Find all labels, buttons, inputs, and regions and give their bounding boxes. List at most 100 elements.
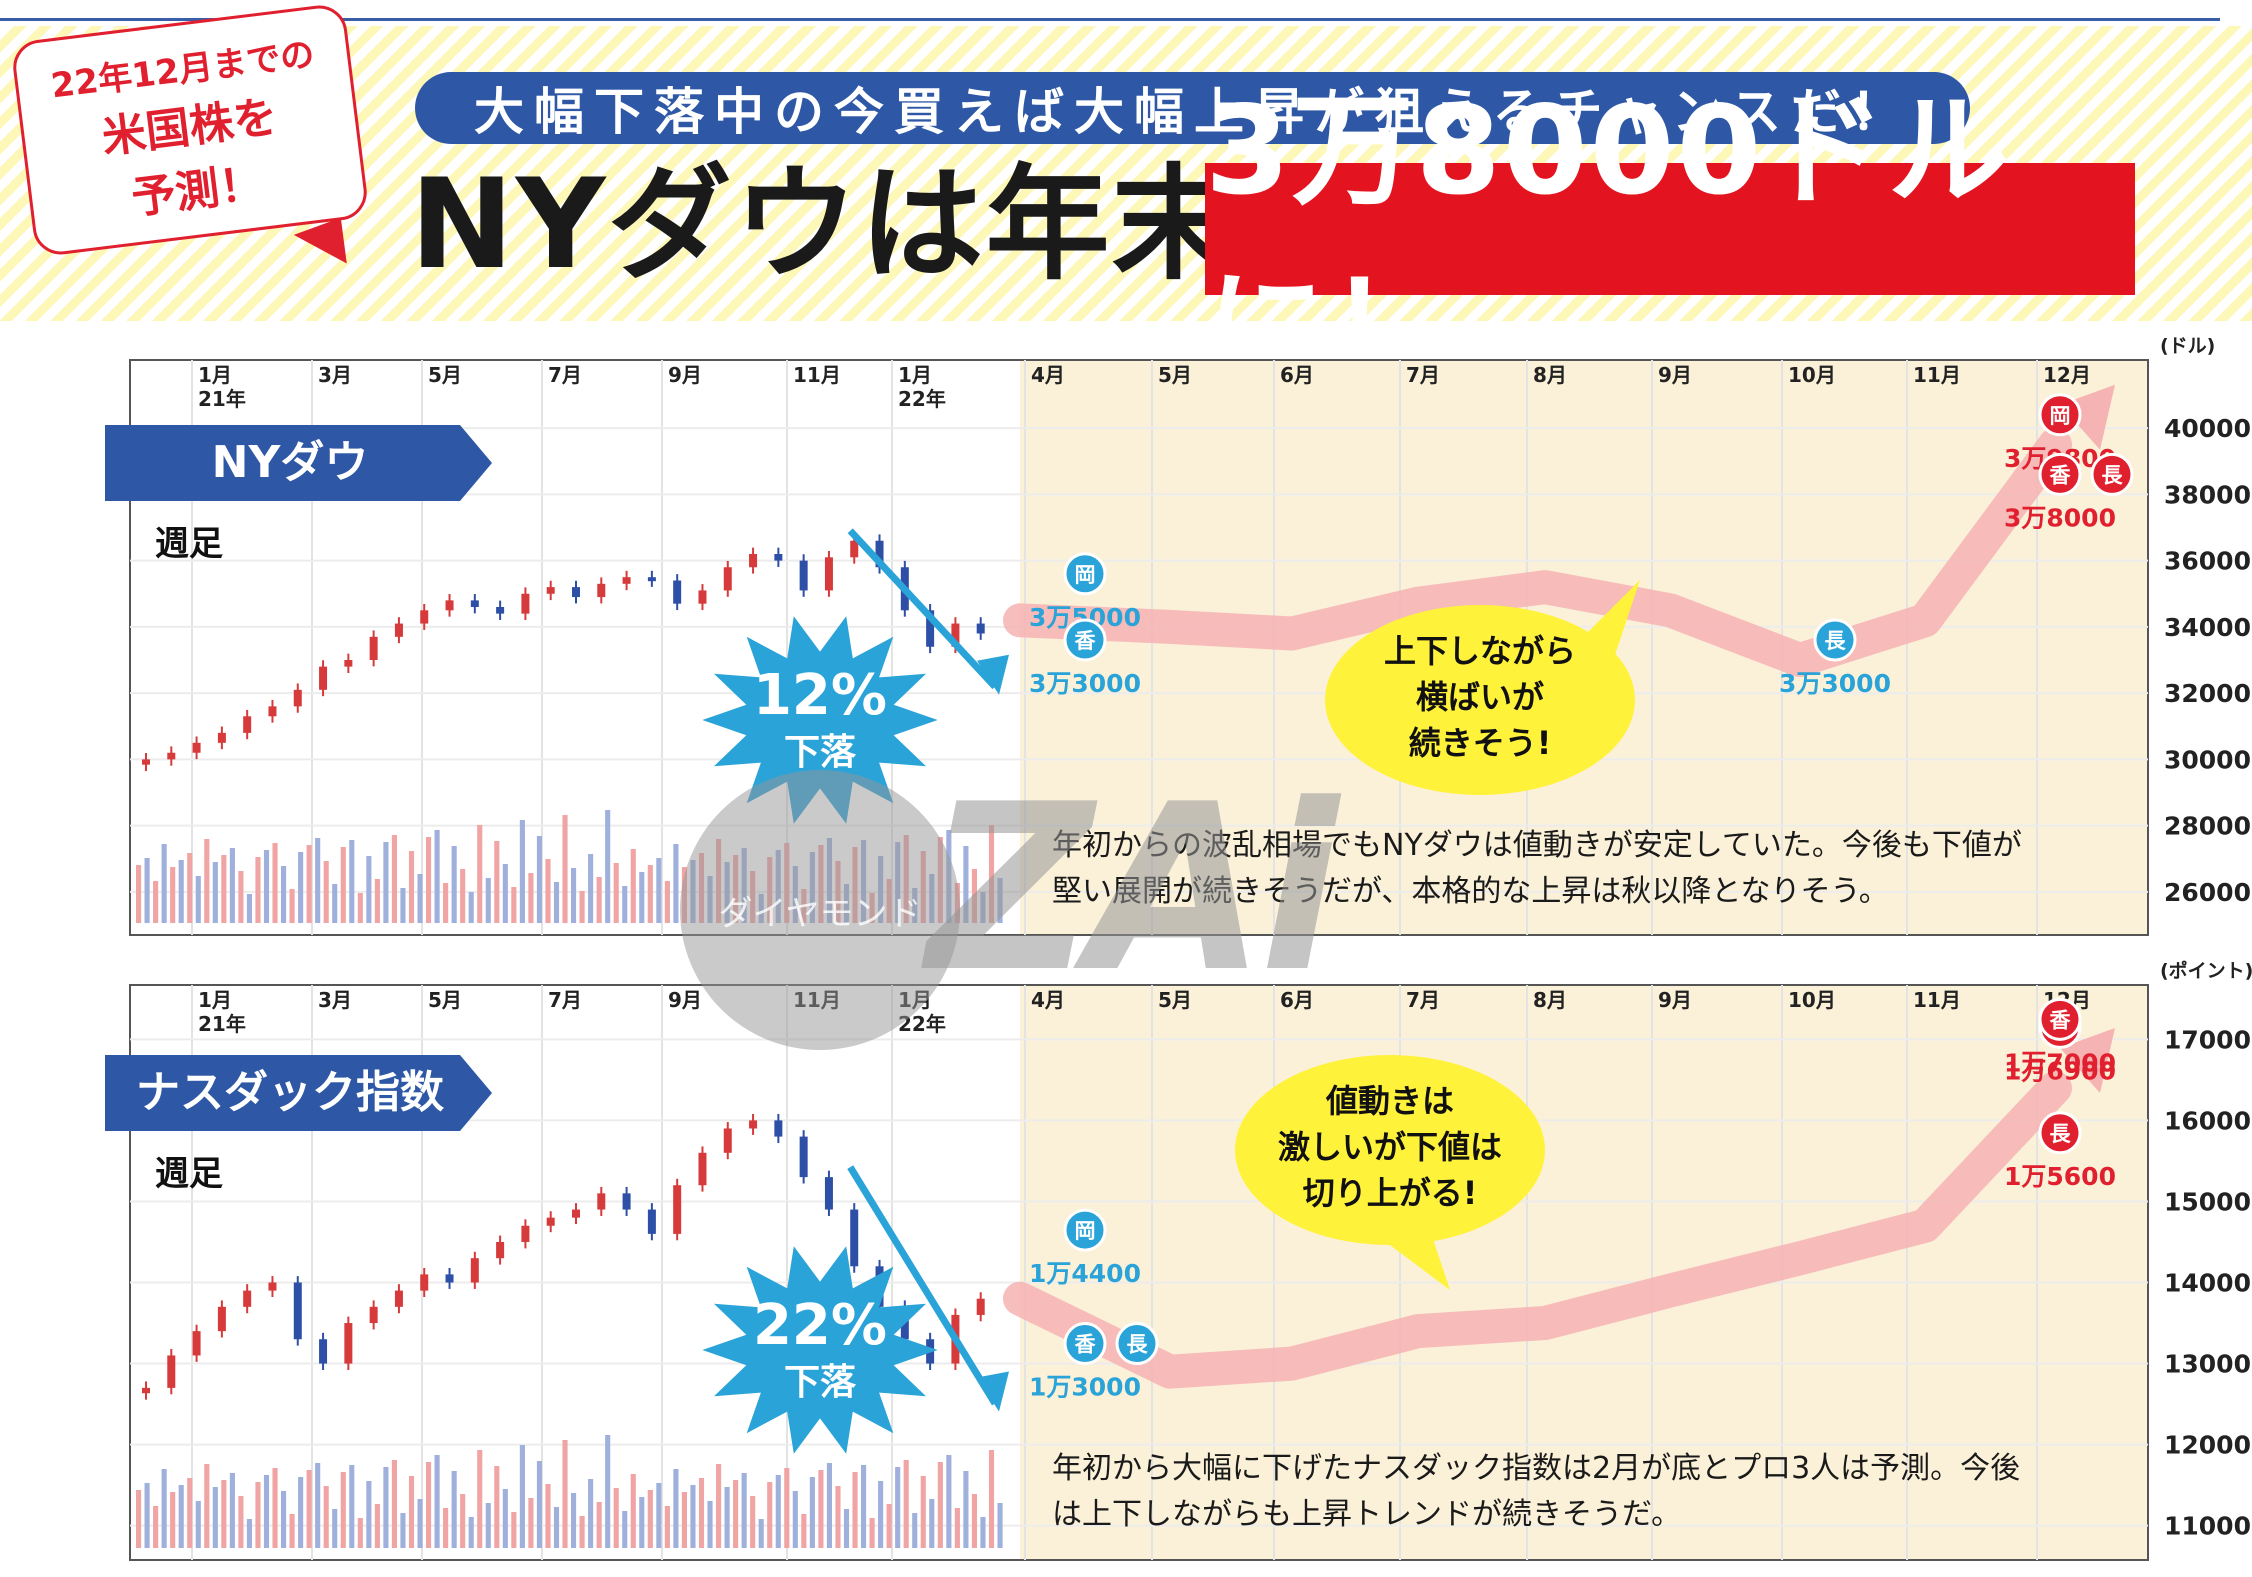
month-label: 5月	[428, 988, 462, 1012]
prediction-value: 1万7000	[2004, 1048, 2116, 1077]
annotation-text: 年初から大幅に下げたナスダック指数は2月が底とプロ3人は予測。今後	[1052, 1451, 2020, 1486]
candle-body	[521, 1225, 530, 1242]
prediction-value: 1万5600	[2004, 1162, 2116, 1191]
candle-body	[572, 1209, 580, 1218]
y-tick-label: 36000	[2164, 547, 2251, 576]
candle-body	[369, 636, 378, 660]
volume-bar	[434, 1455, 440, 1548]
volume-bar	[571, 868, 577, 923]
analyst-tag: 香	[1075, 629, 1097, 653]
volume-bar	[502, 864, 508, 923]
volume-bar	[988, 825, 995, 923]
volume-bar	[579, 891, 585, 923]
volume-bar	[221, 855, 227, 923]
volume-bar	[494, 841, 500, 923]
analyst-tag: 香	[2050, 463, 2072, 487]
volume-bar	[886, 1504, 892, 1548]
volume-bar	[536, 1461, 542, 1548]
bubble-text: 切り上がる!	[1303, 1174, 1478, 1212]
volume-bar	[528, 1498, 534, 1548]
volume-bar	[187, 1478, 193, 1548]
candle-body	[622, 577, 631, 584]
analyst-tag: 長	[1127, 1333, 1149, 1357]
chart-title-tab	[105, 425, 492, 501]
volume-bar	[545, 1484, 551, 1548]
volume-bar	[451, 846, 457, 923]
forecast-area	[1020, 986, 2147, 1559]
candle-body	[142, 1387, 150, 1394]
volume-bar	[357, 1518, 363, 1548]
candle-body	[217, 732, 226, 743]
volume-bar	[724, 1487, 730, 1548]
candle-body	[698, 590, 707, 604]
analyst-tag: 長	[2102, 463, 2124, 487]
chart-subtitle: 週足	[155, 1154, 223, 1194]
volume-bar	[263, 850, 270, 923]
volume-bar	[588, 1479, 594, 1548]
volume-bar	[332, 1509, 338, 1548]
volume-bar	[204, 839, 210, 923]
volume-bar	[408, 1476, 415, 1548]
volume-bar	[562, 815, 568, 923]
volume-bar	[178, 1485, 184, 1548]
volume-bar	[903, 1460, 909, 1548]
candle-body	[749, 554, 758, 568]
y-tick-label: 38000	[2164, 480, 2251, 509]
volume-bar	[741, 1473, 747, 1548]
volume-bar	[656, 1483, 662, 1548]
analyst-tag: 香	[1075, 1333, 1097, 1357]
volume-bar	[306, 845, 312, 923]
volume-bar	[298, 1477, 304, 1548]
volume-bar	[374, 879, 380, 923]
candle-body	[597, 583, 606, 598]
candle-body	[192, 1331, 201, 1356]
candle-body	[293, 1282, 302, 1340]
analyst-marker	[1063, 618, 1107, 662]
volume-bar	[843, 1509, 850, 1548]
volume-bar	[971, 869, 977, 923]
candle-body	[976, 1298, 985, 1315]
volume-bar	[562, 1440, 568, 1548]
volume-bar	[707, 1501, 713, 1548]
subheadline: 大幅下落中の今買えば大幅上昇が狙えるチャンスだ！	[415, 72, 1970, 144]
candle-body	[673, 580, 682, 604]
month-label: 7月	[1406, 363, 1440, 387]
volume-bar	[878, 1481, 884, 1548]
volume-bar	[263, 1475, 270, 1548]
month-label: 7月	[1406, 988, 1440, 1012]
volume-bar	[434, 830, 440, 923]
forecast-arrow-head	[2060, 1027, 2115, 1093]
volume-bar	[997, 878, 1003, 923]
volume-bar	[332, 884, 338, 923]
volume-bar	[383, 1467, 389, 1548]
y-tick-label: 32000	[2164, 679, 2251, 708]
candle-body	[774, 554, 783, 561]
volume-bar	[255, 857, 261, 923]
volume-bar	[400, 1513, 406, 1548]
month-label: 1月	[198, 988, 232, 1012]
volume-bar	[758, 1519, 764, 1548]
chart-title: ナスダック指数	[136, 1067, 444, 1118]
volume-bar	[639, 1497, 645, 1548]
volume-bar	[229, 1473, 235, 1548]
volume-bar	[588, 854, 594, 923]
candle-body	[319, 666, 328, 690]
candle-body	[799, 1136, 808, 1178]
volume-bar	[536, 836, 542, 923]
y-tick-label: 11000	[2164, 1512, 2251, 1541]
candle-body	[850, 540, 859, 558]
volume-bar	[468, 892, 474, 923]
month-label: 7月	[548, 363, 582, 387]
volume-bar	[647, 865, 653, 923]
volume-bar	[306, 1470, 312, 1548]
candle-body	[951, 623, 960, 647]
volume-bar	[451, 1471, 457, 1548]
candle-body	[192, 742, 201, 753]
volume-bar	[920, 1476, 926, 1548]
candle-body	[496, 1241, 505, 1259]
volume-bar	[374, 1504, 380, 1548]
candle-body	[243, 716, 252, 733]
speech-bubble-tail	[1580, 580, 1640, 670]
month-label: 8月	[1533, 988, 1567, 1012]
volume-bar	[630, 849, 636, 923]
